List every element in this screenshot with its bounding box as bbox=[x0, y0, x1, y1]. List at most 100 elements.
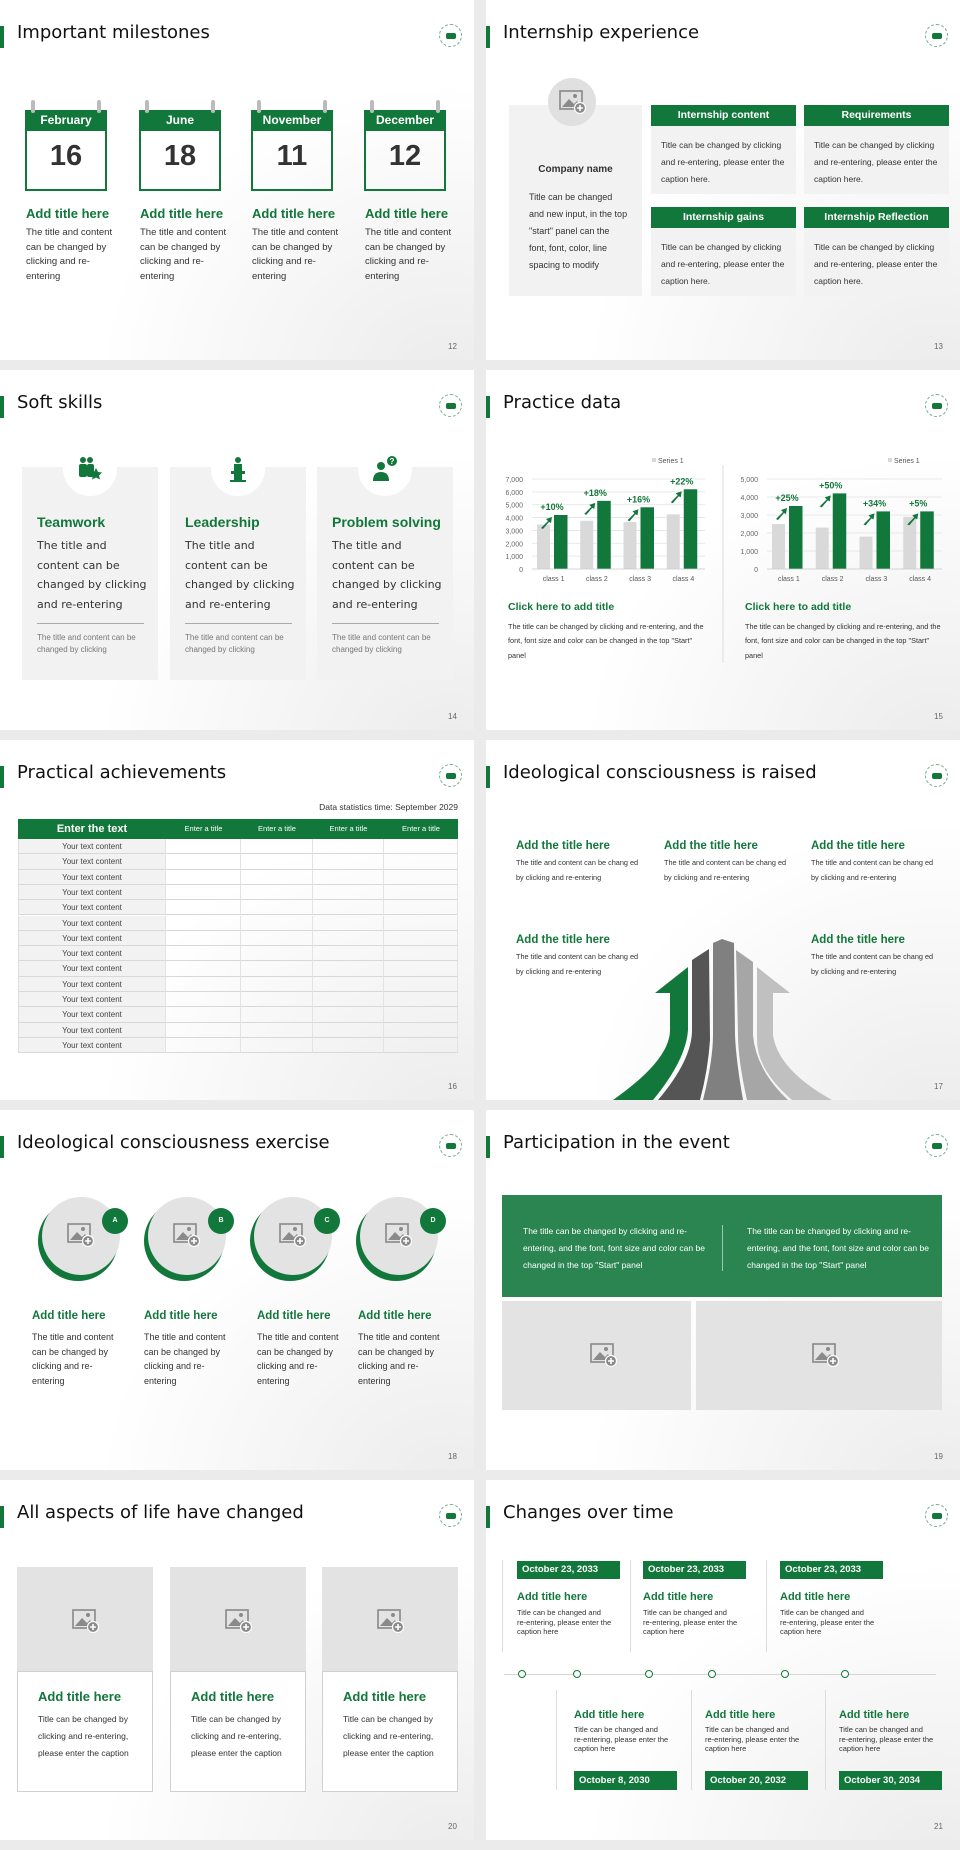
image-placeholder-icon[interactable] bbox=[279, 1223, 307, 1248]
calendar-month: February bbox=[40, 113, 92, 127]
logo-emblem bbox=[446, 1513, 456, 1519]
skill-title: Leadership bbox=[185, 514, 260, 530]
table-row: Your text content bbox=[18, 1022, 458, 1038]
slide-12[interactable]: Important milestones 12 February 16 Add titl… bbox=[0, 0, 474, 360]
slide-14[interactable]: Soft skills 14 Teamwork The title and conte… bbox=[0, 370, 474, 730]
table-cell[interactable] bbox=[241, 1037, 313, 1054]
table-cell[interactable] bbox=[166, 900, 241, 916]
table-cell[interactable] bbox=[166, 915, 241, 931]
table-cell[interactable] bbox=[166, 992, 241, 1008]
table-cell[interactable] bbox=[241, 915, 313, 931]
svg-text:?: ? bbox=[390, 457, 395, 466]
table-cell[interactable] bbox=[166, 946, 241, 962]
table-cell[interactable] bbox=[384, 946, 458, 962]
skill-body: The title and content can be changed by … bbox=[185, 539, 295, 611]
table-cell[interactable] bbox=[384, 884, 458, 901]
table-cell[interactable] bbox=[241, 976, 313, 992]
table-cell[interactable] bbox=[241, 930, 313, 947]
table-cell[interactable] bbox=[241, 946, 313, 962]
table-cell[interactable] bbox=[313, 1037, 384, 1054]
table-cell[interactable] bbox=[313, 961, 384, 977]
y-tick-label: 2,000 bbox=[505, 541, 523, 548]
table-cell[interactable] bbox=[384, 915, 458, 931]
table-cell[interactable] bbox=[313, 884, 384, 901]
table-cell[interactable] bbox=[166, 1007, 241, 1023]
table-cell[interactable] bbox=[313, 900, 384, 916]
table-cell[interactable] bbox=[313, 976, 384, 992]
image-placeholder-icon[interactable] bbox=[385, 1223, 413, 1248]
table-cell[interactable] bbox=[166, 1022, 241, 1038]
table-cell[interactable] bbox=[313, 915, 384, 931]
table-cell[interactable] bbox=[241, 1007, 313, 1023]
table-row: Your text content bbox=[18, 854, 458, 870]
table-cell[interactable] bbox=[313, 839, 384, 855]
card-title: Add title here bbox=[343, 1689, 427, 1704]
table-cell[interactable] bbox=[166, 884, 241, 901]
slide-18[interactable]: Ideological consciousness exercise 18 A B C D… bbox=[0, 1110, 474, 1470]
table-cell[interactable] bbox=[313, 930, 384, 947]
image-placeholder-icon[interactable] bbox=[72, 1609, 100, 1634]
legend-swatch bbox=[652, 458, 656, 462]
slide-17[interactable]: Ideological consciousness is raised 17 Add… bbox=[486, 740, 960, 1100]
school-logo bbox=[439, 24, 462, 47]
table-row-label: Your text content bbox=[18, 839, 166, 855]
y-tick-label: 5,000 bbox=[740, 477, 758, 484]
table-cell[interactable] bbox=[241, 839, 313, 855]
table-cell[interactable] bbox=[241, 961, 313, 977]
event-body: Title can be changed and re-entering, pl… bbox=[839, 1725, 934, 1754]
table-cell[interactable] bbox=[384, 1007, 458, 1023]
table-cell[interactable] bbox=[313, 946, 384, 962]
slide-21[interactable]: Changes over time 21 October 23, 2033 Add t… bbox=[486, 1480, 960, 1840]
image-placeholder-icon[interactable] bbox=[173, 1223, 201, 1248]
circle-badge: C bbox=[314, 1208, 340, 1234]
table-cell[interactable] bbox=[384, 976, 458, 992]
table-cell[interactable] bbox=[384, 961, 458, 977]
table-cell[interactable] bbox=[166, 854, 241, 870]
title-accent-bar bbox=[486, 26, 490, 48]
table-cell[interactable] bbox=[384, 869, 458, 885]
item-title: Add the title here bbox=[811, 840, 905, 852]
table-cell[interactable] bbox=[241, 884, 313, 901]
logo-emblem bbox=[446, 403, 456, 409]
table-cell[interactable] bbox=[313, 992, 384, 1008]
table-cell[interactable] bbox=[384, 992, 458, 1008]
slide-19[interactable]: Participation in the event 19 The title ca… bbox=[486, 1110, 960, 1470]
table-cell[interactable] bbox=[241, 992, 313, 1008]
table-cell[interactable] bbox=[241, 854, 313, 870]
skill-body: The title and content can be changed by … bbox=[332, 539, 442, 611]
image-placeholder-icon[interactable] bbox=[812, 1343, 840, 1368]
table-cell[interactable] bbox=[166, 961, 241, 977]
image-placeholder-icon[interactable] bbox=[590, 1343, 618, 1368]
table-cell[interactable] bbox=[166, 839, 241, 855]
table-cell[interactable] bbox=[384, 839, 458, 855]
image-placeholder-icon[interactable] bbox=[559, 90, 587, 115]
table-cell[interactable] bbox=[241, 869, 313, 885]
date-box: October 20, 2032 bbox=[705, 1771, 808, 1790]
image-placeholder-icon[interactable] bbox=[67, 1223, 95, 1248]
table-cell[interactable] bbox=[166, 1037, 241, 1054]
growth-arrow-icon bbox=[907, 513, 919, 526]
table-cell[interactable] bbox=[313, 1022, 384, 1038]
school-logo bbox=[439, 764, 462, 787]
table-cell[interactable] bbox=[166, 930, 241, 947]
date-box: October 23, 2033 bbox=[780, 1561, 883, 1579]
table-cell[interactable] bbox=[313, 1007, 384, 1023]
slide-15[interactable]: Practice data 15 0 1,000 2,000 3,000 4,000 5,00… bbox=[486, 370, 960, 730]
table-header-cell: Enter a title bbox=[329, 824, 368, 833]
table-cell[interactable] bbox=[384, 900, 458, 916]
table-cell[interactable] bbox=[313, 869, 384, 885]
table-cell[interactable] bbox=[166, 869, 241, 885]
table-cell[interactable] bbox=[313, 854, 384, 870]
table-cell[interactable] bbox=[241, 900, 313, 916]
slide-20[interactable]: All aspects of life have changed 20 Add ti… bbox=[0, 1480, 474, 1840]
table-cell[interactable] bbox=[384, 1022, 458, 1038]
slide-13[interactable]: Internship experience 13 Company name Title… bbox=[486, 0, 960, 360]
table-cell[interactable] bbox=[384, 854, 458, 870]
table-cell[interactable] bbox=[166, 976, 241, 992]
table-cell[interactable] bbox=[384, 1037, 458, 1054]
slide-16[interactable]: Practical achievements 16 Data statistics … bbox=[0, 740, 474, 1100]
table-cell[interactable] bbox=[241, 1022, 313, 1038]
image-placeholder-icon[interactable] bbox=[377, 1609, 405, 1634]
image-placeholder-icon[interactable] bbox=[225, 1609, 253, 1634]
table-cell[interactable] bbox=[384, 930, 458, 947]
